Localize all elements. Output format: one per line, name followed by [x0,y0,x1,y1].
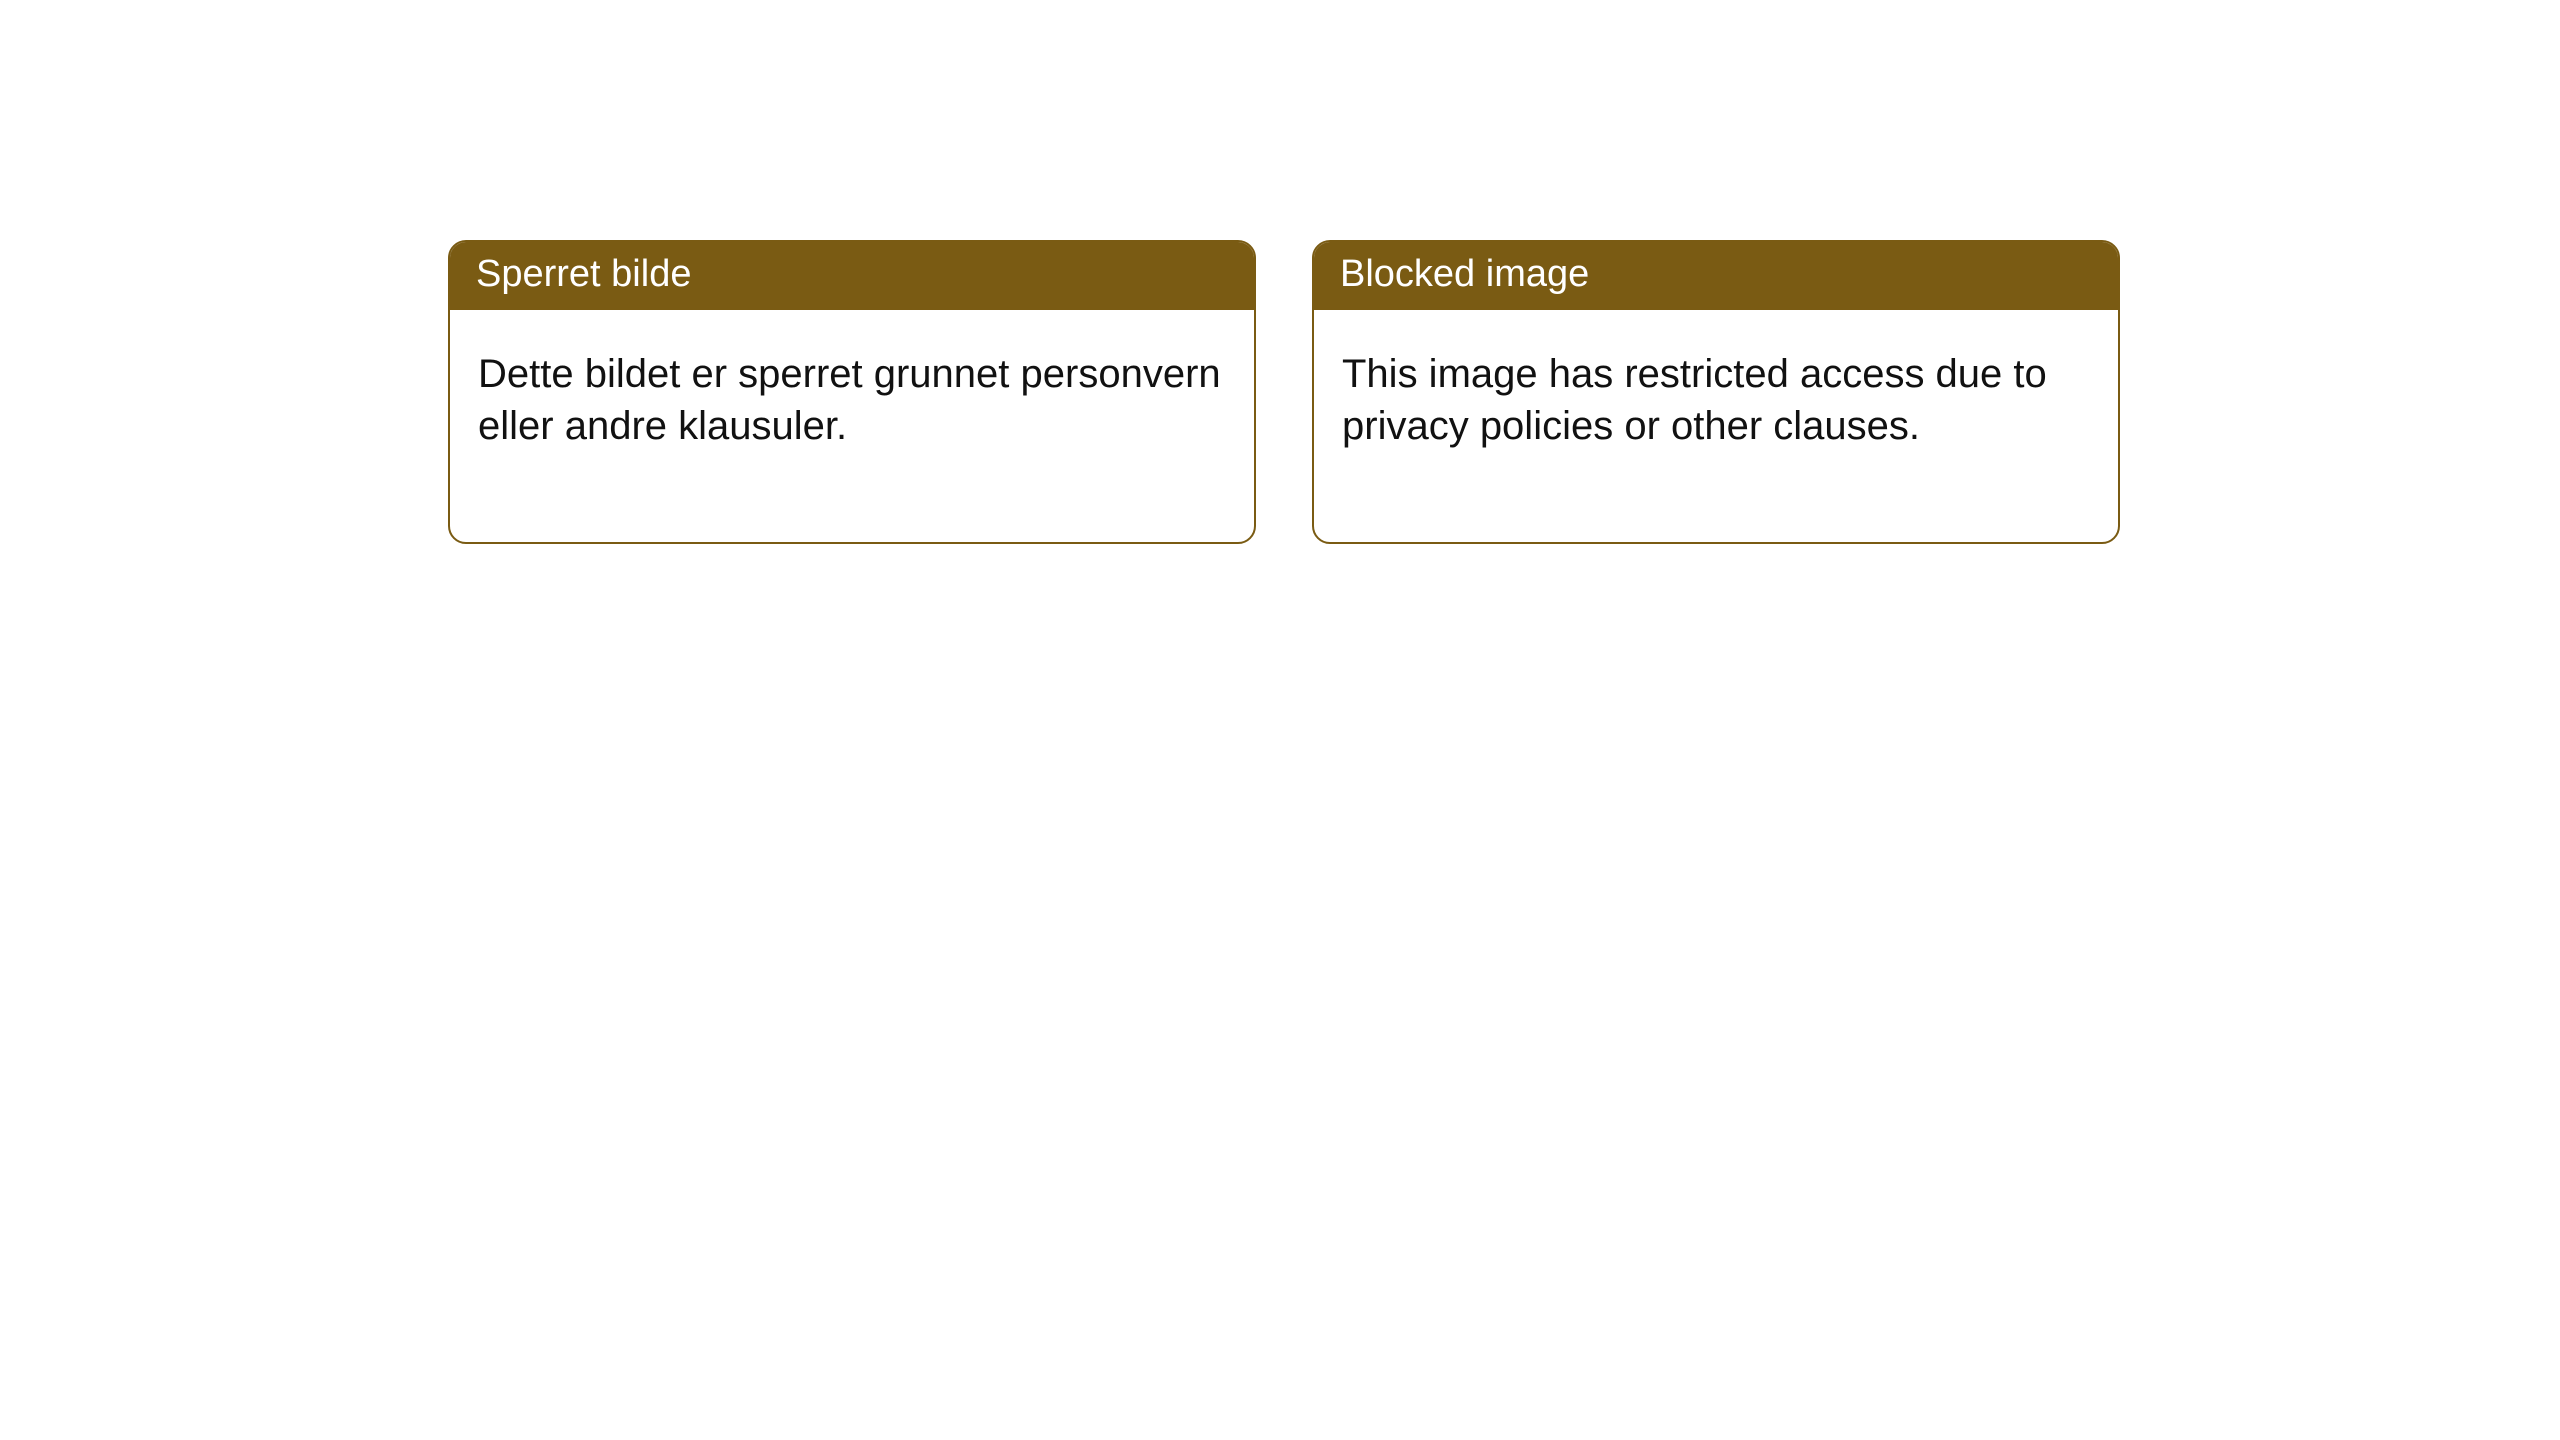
notice-title-english: Blocked image [1314,242,2118,310]
notice-card-norwegian: Sperret bilde Dette bildet er sperret gr… [448,240,1256,544]
notice-body-english: This image has restricted access due to … [1314,310,2118,542]
notice-container: Sperret bilde Dette bildet er sperret gr… [0,0,2560,544]
notice-title-norwegian: Sperret bilde [450,242,1254,310]
notice-body-norwegian: Dette bildet er sperret grunnet personve… [450,310,1254,542]
notice-card-english: Blocked image This image has restricted … [1312,240,2120,544]
